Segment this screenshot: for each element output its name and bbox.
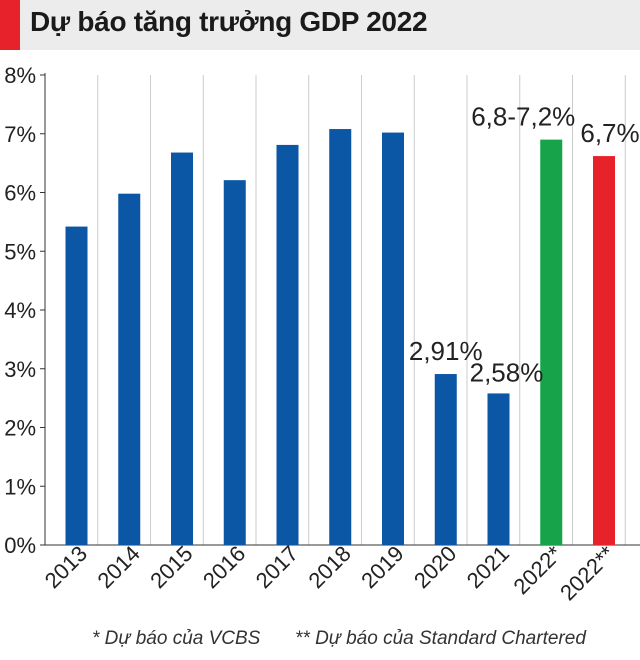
bar-2013 [65, 226, 88, 545]
x-tick-label-2013: 2013 [40, 541, 92, 593]
y-tick-label: 5% [4, 239, 36, 264]
bar-2019 [382, 132, 404, 545]
gdp-bar-chart: 0%1%2%3%4%5%6%7%8%2013 2014 2015 2016 2017 20… [4, 63, 640, 606]
chart-header: Dự báo tăng trưởng GDP 2022 [0, 0, 640, 50]
x-tick-label-2016: 2016 [198, 541, 250, 593]
y-tick-label: 8% [4, 63, 36, 88]
x-tick-label-2019: 2019 [356, 541, 408, 593]
y-tick-label: 7% [4, 122, 36, 147]
bar-2022** [593, 156, 615, 545]
data-label: 6,8-7,2% [471, 102, 575, 132]
data-label: 6,7% [580, 118, 639, 148]
y-tick-label: 2% [4, 416, 36, 441]
y-tick-label: 0% [4, 533, 36, 558]
bar-2022* [540, 139, 563, 545]
x-tick-label-2021: 2021 [462, 541, 514, 593]
chart-title: Dự báo tăng trưởng GDP 2022 [30, 6, 428, 37]
bar-2020 [434, 374, 457, 545]
x-tick-label-2015: 2015 [145, 541, 197, 593]
footnote-vcbs: * Dự báo của VCBS [92, 628, 261, 649]
x-tick-label-2014: 2014 [92, 541, 144, 593]
data-label: 2,58% [470, 357, 544, 387]
x-tick-label-2020: 2020 [409, 541, 461, 593]
y-tick-label: 6% [4, 181, 36, 206]
y-tick-label: 3% [4, 357, 36, 382]
bar-2021 [487, 393, 510, 545]
footnote-standard-chartered: ** Dự báo của Standard Chartered [295, 628, 586, 649]
bar-2016 [223, 180, 246, 545]
y-tick-label: 1% [4, 474, 36, 499]
bar-2017 [276, 144, 299, 545]
bar-2015 [171, 152, 193, 546]
data-label: 2,91% [409, 336, 483, 366]
y-tick-label: 4% [4, 298, 36, 323]
bar-2018 [329, 129, 352, 546]
x-tick-label-2018: 2018 [303, 541, 355, 593]
header-accent-bar [0, 0, 20, 50]
x-tick-label-2017: 2017 [251, 541, 303, 593]
x-tick-label-2022**: 2022** [555, 541, 620, 606]
bar-2014 [118, 193, 141, 546]
